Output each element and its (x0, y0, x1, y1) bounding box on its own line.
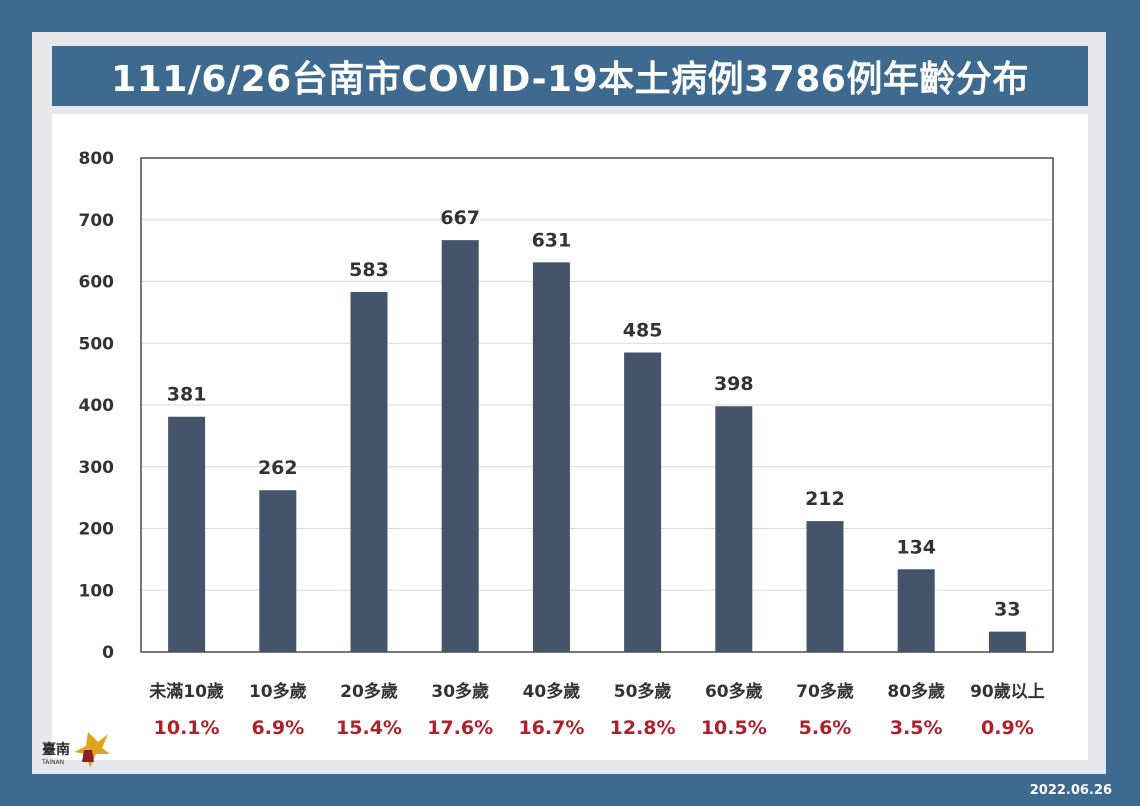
y-tick-label: 700 (79, 211, 115, 231)
bar (806, 521, 844, 652)
percentage-label: 3.5% (890, 717, 943, 739)
logo-subtext: TAINAN (41, 759, 64, 766)
x-tick-label: 80多歲 (887, 681, 945, 702)
bar (624, 352, 662, 652)
data-label: 485 (623, 320, 663, 342)
title-bar: 111/6/26台南市COVID-19本土病例3786例年齡分布 (52, 46, 1088, 106)
data-label: 33 (994, 599, 1020, 621)
data-label: 381 (167, 384, 207, 406)
data-label: 134 (896, 536, 936, 558)
bar (350, 291, 388, 652)
tainan-logo: 臺南 TAINAN (41, 732, 110, 768)
bar (168, 416, 206, 652)
x-tick-label: 未滿10歲 (148, 681, 224, 702)
x-tick-label: 20多歲 (340, 681, 398, 702)
y-tick-label: 400 (79, 396, 115, 416)
y-tick-label: 0 (102, 643, 114, 663)
bar (897, 569, 935, 652)
percentage-label: 15.4% (336, 717, 402, 739)
percentage-label: 10.1% (154, 717, 220, 739)
x-tick-label: 30多歲 (431, 681, 489, 702)
bar (988, 631, 1026, 652)
percentage-label: 0.9% (981, 717, 1034, 739)
data-label: 398 (714, 373, 754, 395)
date-stamp: 2022.06.26 (1029, 783, 1112, 798)
chart-title: 111/6/26台南市COVID-19本土病例3786例年齡分布 (111, 59, 1029, 100)
x-tick-label: 70多歲 (796, 681, 854, 702)
x-tick-label: 10多歲 (249, 681, 307, 702)
x-tick-label: 40多歲 (523, 681, 581, 702)
percentage-label: 6.9% (251, 717, 304, 739)
y-tick-label: 100 (79, 581, 115, 601)
data-label: 631 (532, 229, 572, 251)
logo-base-shape (82, 750, 94, 762)
bar (715, 406, 753, 652)
y-tick-label: 800 (79, 149, 115, 169)
y-tick-label: 300 (79, 458, 115, 478)
percentage-label: 10.5% (701, 717, 767, 739)
percentage-label: 12.8% (610, 717, 676, 739)
data-label: 583 (349, 259, 389, 281)
percentage-label: 17.6% (427, 717, 493, 739)
data-label: 667 (440, 207, 480, 229)
bar (532, 262, 570, 652)
y-tick-label: 600 (79, 273, 115, 293)
x-tick-label: 50多歲 (614, 681, 672, 702)
data-label: 212 (805, 488, 845, 510)
bar (259, 490, 297, 652)
percentage-label: 16.7% (518, 717, 584, 739)
y-tick-label: 200 (79, 520, 115, 540)
bar (441, 240, 479, 652)
logo-text: 臺南 (42, 741, 70, 758)
y-tick-label: 500 (79, 334, 115, 354)
data-label: 262 (258, 457, 298, 479)
plot-border (140, 157, 1054, 653)
x-tick-label: 60多歲 (705, 681, 763, 702)
percentage-label: 5.6% (799, 717, 852, 739)
x-tick-label: 90歲以上 (970, 681, 1045, 702)
